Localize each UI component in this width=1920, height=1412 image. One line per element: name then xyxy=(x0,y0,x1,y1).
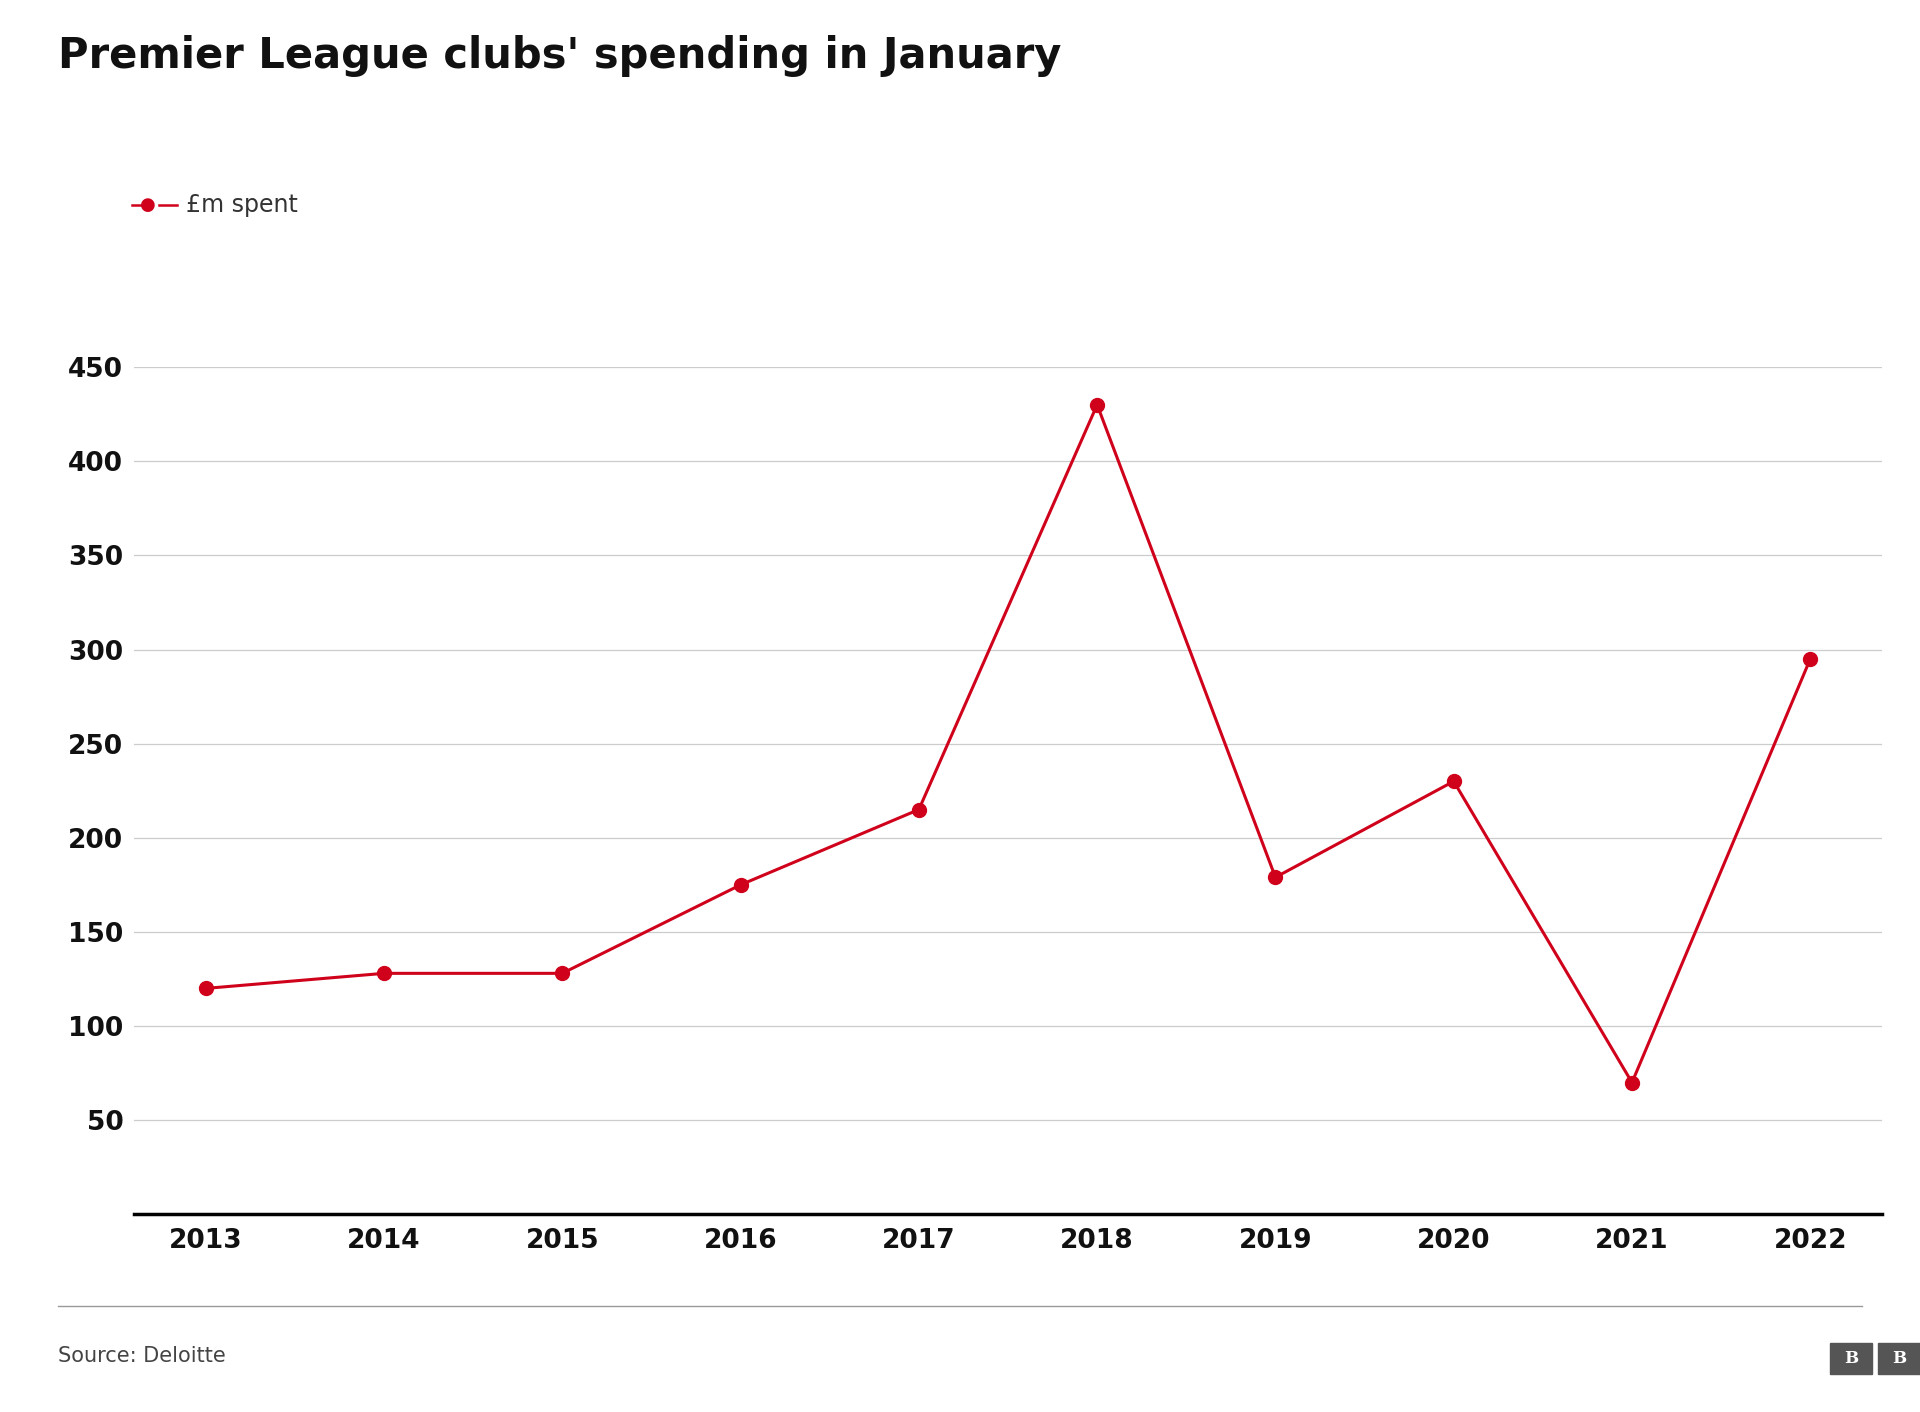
Text: £m spent: £m spent xyxy=(186,193,298,216)
Text: Premier League clubs' spending in January: Premier League clubs' spending in Januar… xyxy=(58,35,1062,78)
Text: Source: Deloitte: Source: Deloitte xyxy=(58,1346,225,1365)
Text: ●: ● xyxy=(140,196,156,213)
Text: B: B xyxy=(1843,1350,1859,1367)
Text: B: B xyxy=(1891,1350,1907,1367)
